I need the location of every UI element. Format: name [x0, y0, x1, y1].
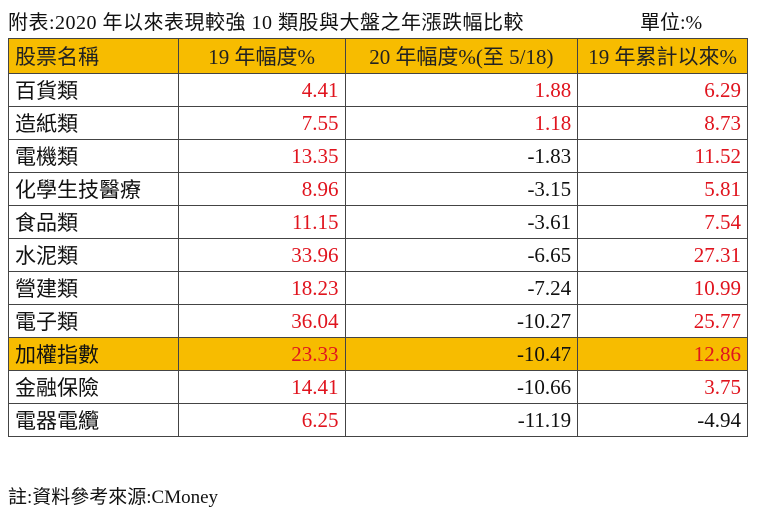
value-cell: 25.77	[577, 304, 748, 338]
category-cell: 加權指數	[8, 337, 179, 371]
table-row: 金融保險 14.41 -10.66 3.75	[8, 370, 748, 404]
value-cell: -4.94	[577, 403, 748, 437]
value-cell: 36.04	[177, 304, 346, 338]
header-cell: 19 年幅度%	[177, 38, 346, 74]
value-cell: 27.31	[577, 238, 748, 272]
value-cell: -7.24	[344, 271, 579, 305]
table-row: 水泥類 33.96 -6.65 27.31	[8, 238, 748, 272]
table-row: 百貨類 4.41 1.88 6.29	[8, 73, 748, 107]
table-row: 營建類 18.23 -7.24 10.99	[8, 271, 748, 305]
category-cell: 電機類	[8, 139, 179, 173]
value-cell: -11.19	[344, 403, 579, 437]
value-cell: 8.73	[577, 106, 748, 140]
table-row: 化學生技醫療 8.96 -3.15 5.81	[8, 172, 748, 206]
table-row: 電機類 13.35 -1.83 11.52	[8, 139, 748, 173]
unit-label: 單位:%	[640, 12, 703, 34]
category-cell: 電器電纜	[8, 403, 179, 437]
table-row: 加權指數 23.33 -10.47 12.86	[8, 337, 748, 371]
value-cell: -1.83	[344, 139, 579, 173]
header-row: 股票名稱 19 年幅度% 20 年幅度%(至 5/18) 19 年累計以來%	[8, 38, 748, 74]
value-cell: -3.15	[344, 172, 579, 206]
category-cell: 食品類	[8, 205, 179, 239]
category-cell: 化學生技醫療	[8, 172, 179, 206]
source-note: 註:資料參考來源:CMoney	[8, 487, 219, 508]
category-cell: 營建類	[8, 271, 179, 305]
table-title: 附表:2020 年以來表現較強 10 類股與大盤之年漲跌幅比較	[8, 12, 525, 34]
value-cell: 4.41	[177, 73, 346, 107]
category-cell: 百貨類	[8, 73, 179, 107]
value-cell: 7.55	[177, 106, 346, 140]
value-cell: 3.75	[577, 370, 748, 404]
value-cell: -10.27	[344, 304, 579, 338]
value-cell: 7.54	[577, 205, 748, 239]
value-cell: 5.81	[577, 172, 748, 206]
table-row: 食品類 11.15 -3.61 7.54	[8, 205, 748, 239]
data-table: 股票名稱 19 年幅度% 20 年幅度%(至 5/18) 19 年累計以來% 百貨類 4…	[8, 38, 748, 437]
value-cell: -10.47	[344, 337, 579, 371]
table-row: 電器電纜 6.25 -11.19 -4.94	[8, 403, 748, 437]
header-cell: 股票名稱	[8, 38, 179, 74]
value-cell: 11.15	[177, 205, 346, 239]
value-cell: 11.52	[577, 139, 748, 173]
value-cell: 14.41	[177, 370, 346, 404]
value-cell: 13.35	[177, 139, 346, 173]
value-cell: 6.29	[577, 73, 748, 107]
header-cell: 20 年幅度%(至 5/18)	[344, 38, 579, 74]
value-cell: 33.96	[177, 238, 346, 272]
category-cell: 電子類	[8, 304, 179, 338]
value-cell: 18.23	[177, 271, 346, 305]
table-header: 股票名稱 19 年幅度% 20 年幅度%(至 5/18) 19 年累計以來%	[8, 38, 748, 74]
value-cell: -6.65	[344, 238, 579, 272]
category-cell: 水泥類	[8, 238, 179, 272]
category-cell: 造紙類	[8, 106, 179, 140]
value-cell: 10.99	[577, 271, 748, 305]
header-cell: 19 年累計以來%	[577, 38, 748, 74]
value-cell: 12.86	[577, 337, 748, 371]
value-cell: 1.88	[344, 73, 579, 107]
table-row: 電子類 36.04 -10.27 25.77	[8, 304, 748, 338]
table-body: 百貨類 4.41 1.88 6.29 造紙類 7.55 1.18 8.73 電機類 13.35 -1…	[8, 73, 748, 437]
table-row: 造紙類 7.55 1.18 8.73	[8, 106, 748, 140]
value-cell: -10.66	[344, 370, 579, 404]
value-cell: 8.96	[177, 172, 346, 206]
value-cell: 6.25	[177, 403, 346, 437]
value-cell: 23.33	[177, 337, 346, 371]
category-cell: 金融保險	[8, 370, 179, 404]
value-cell: -3.61	[344, 205, 579, 239]
value-cell: 1.18	[344, 106, 579, 140]
